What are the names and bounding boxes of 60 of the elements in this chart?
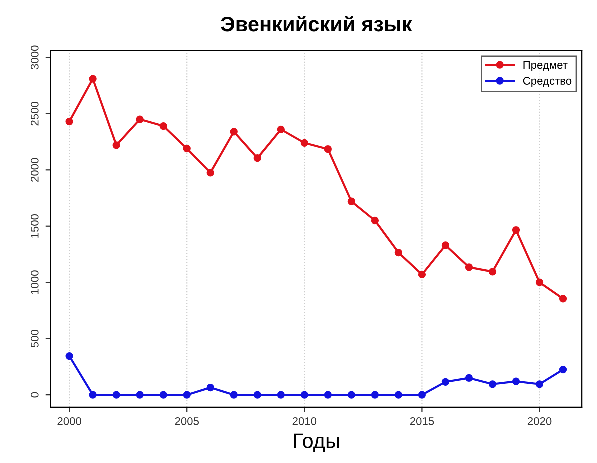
point bbox=[277, 126, 285, 134]
point bbox=[160, 391, 168, 399]
point bbox=[230, 128, 238, 136]
y-tick-label: 500 bbox=[30, 330, 39, 348]
point bbox=[254, 391, 262, 399]
point bbox=[488, 380, 497, 388]
y-tick-label: 1000 bbox=[30, 270, 39, 294]
point bbox=[136, 116, 144, 124]
point bbox=[418, 270, 426, 279]
point bbox=[324, 146, 332, 154]
point bbox=[206, 169, 214, 177]
point bbox=[394, 391, 403, 399]
point bbox=[160, 122, 168, 130]
point bbox=[136, 391, 144, 399]
point bbox=[66, 118, 74, 126]
y-tick-label: 0 bbox=[30, 392, 39, 398]
point bbox=[465, 374, 474, 382]
x-tick-label: 2010 bbox=[292, 417, 317, 426]
point bbox=[89, 75, 97, 83]
x-tick-label: 2005 bbox=[175, 417, 199, 426]
point bbox=[488, 268, 497, 276]
point bbox=[371, 216, 380, 225]
point bbox=[89, 391, 97, 399]
point bbox=[559, 295, 568, 303]
point bbox=[442, 242, 450, 250]
point bbox=[371, 391, 380, 399]
point bbox=[512, 378, 520, 386]
x-axis-title: Годы bbox=[294, 434, 340, 452]
x-tick-label: 2015 bbox=[410, 417, 434, 426]
point bbox=[418, 391, 426, 399]
legend-label: Средство bbox=[523, 77, 572, 88]
point bbox=[66, 352, 74, 360]
point bbox=[536, 380, 544, 388]
legend-label: Предмет bbox=[524, 61, 568, 72]
chart-title: Эвенкийский язык bbox=[221, 16, 412, 32]
point bbox=[183, 391, 191, 399]
point bbox=[465, 264, 474, 272]
point bbox=[300, 391, 308, 399]
y-tick-label: 2500 bbox=[30, 102, 39, 126]
y-tick-label: 3000 bbox=[30, 46, 39, 70]
point bbox=[512, 226, 520, 234]
point bbox=[183, 144, 191, 153]
point bbox=[348, 198, 356, 206]
point bbox=[536, 278, 544, 286]
point bbox=[112, 391, 120, 399]
point bbox=[348, 391, 356, 399]
point bbox=[254, 154, 262, 162]
point bbox=[277, 391, 285, 399]
point bbox=[300, 139, 308, 147]
y-tick-label: 2000 bbox=[30, 158, 39, 182]
point bbox=[112, 142, 120, 150]
point bbox=[442, 378, 450, 386]
point bbox=[394, 248, 403, 257]
point bbox=[324, 391, 332, 399]
x-tick-label: 2020 bbox=[528, 417, 552, 426]
point bbox=[559, 366, 568, 374]
y-tick-label: 1500 bbox=[30, 214, 39, 238]
x-tick-label: 2000 bbox=[58, 417, 82, 426]
point bbox=[206, 384, 214, 392]
point bbox=[230, 391, 238, 399]
